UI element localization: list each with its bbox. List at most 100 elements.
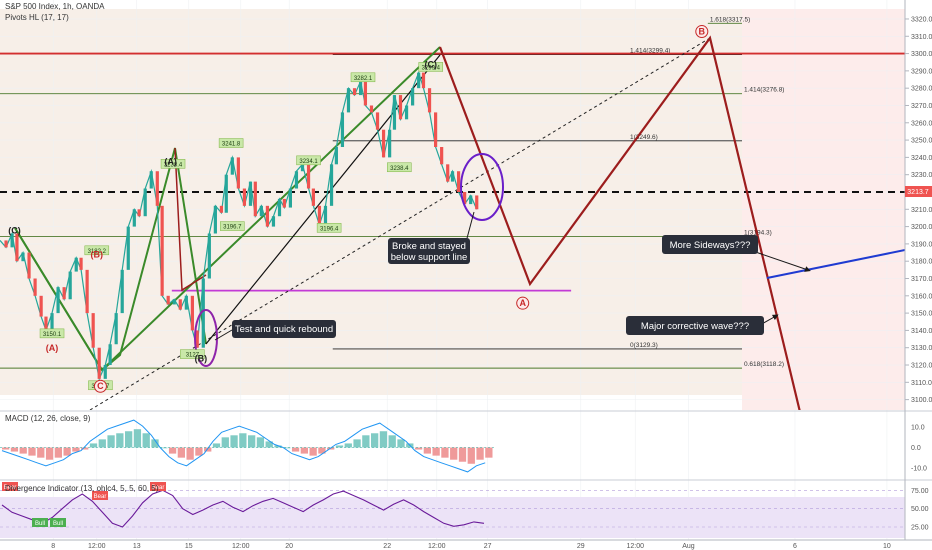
price-tick-label: 3280.0 (911, 86, 932, 93)
wave-labels: (C) (A) (B) C (A) (B) (C) A B (8, 25, 709, 393)
price-bar (288, 188, 292, 208)
divergence-line (1, 489, 485, 528)
callout-broke-support[interactable]: Broke and stayed below support line (388, 211, 475, 264)
pivot-box (350, 72, 376, 83)
price-bar (97, 347, 101, 379)
time-tick-label: 22 (383, 543, 391, 550)
callout-major-corrective[interactable]: Major corrective wave??? (626, 314, 779, 335)
price-bar (392, 95, 397, 130)
time-tick-label: 6 (793, 543, 797, 550)
callout-broke-support-line1: Broke and stayed (392, 241, 466, 252)
pivot-label: 3238.4 (164, 162, 183, 168)
price-bar (149, 171, 153, 189)
price-bar (178, 299, 182, 310)
time-tick-label: 12:00 (428, 543, 446, 550)
macd-histogram-bar (256, 437, 265, 448)
pivot-box (160, 159, 186, 169)
price-bar (21, 252, 25, 262)
macd-histogram-bar (195, 447, 203, 456)
pivot-box (316, 223, 342, 233)
price-bar (219, 205, 224, 213)
price-bar (446, 164, 450, 182)
price-bar (68, 271, 72, 300)
pivot-label: 3241.8 (222, 142, 241, 148)
horizontal-lines (0, 52, 905, 292)
macd-histogram-bar (221, 437, 229, 448)
macd-histogram-bar (54, 447, 62, 458)
pivot-box (387, 162, 412, 173)
fib-label: 0.618(3118.2) (744, 361, 784, 368)
pivot-label: 3299.4 (422, 65, 441, 71)
bear-label: Bear (94, 494, 107, 500)
macd-histogram-bar (335, 445, 344, 448)
time-tick-label: 13 (133, 543, 141, 550)
chart-title: S&P 500 Index, 1h, OANDA (5, 2, 105, 11)
time-tick-label: 29 (577, 543, 585, 550)
macd-histogram-bar (142, 433, 150, 448)
macd-histogram-bar (151, 439, 159, 448)
price-bar (265, 205, 270, 227)
projected-wave-path[interactable] (438, 35, 801, 412)
macd-histogram-bar (414, 447, 423, 450)
price-bar (259, 205, 263, 217)
price-bar (190, 295, 194, 331)
rising-support-dashed-line[interactable] (89, 37, 711, 410)
fib-label: 1.414(3276.8) (744, 87, 784, 94)
macd-tick-label: 10.0 (911, 425, 925, 432)
time-axis[interactable]: 8 12:00 13 15 12:00 20 22 12:00 27 29 12:00 Aug 6 10 (51, 543, 891, 550)
macd-histogram-bar (397, 439, 405, 448)
macd-histogram-bar (485, 447, 493, 458)
macd-histogram-bar (318, 447, 326, 454)
price-bar (311, 188, 315, 206)
macd-histogram-bar (467, 447, 475, 464)
price-bar (469, 195, 473, 205)
divergence-tick-label: 50.00 (911, 506, 929, 513)
macd-histogram-bar (362, 435, 370, 448)
price-bar (132, 209, 136, 227)
macd-histogram-bar (177, 447, 185, 458)
divergence-title: Divergence Indicator (13, ohlc4, 5, 5, 6… (5, 484, 159, 493)
macd-histogram-bar (204, 447, 212, 452)
wave-circle (695, 25, 709, 39)
indicator-title: Pivots HL (17, 17) (5, 13, 69, 22)
price-bar (224, 174, 228, 213)
macd-histogram-bar (309, 447, 317, 456)
pivot-label: 3196.7 (223, 225, 242, 231)
price-bar (253, 181, 257, 217)
test-rebound-ellipse (194, 309, 218, 367)
price-bar (317, 205, 322, 225)
macd-histogram-bar (432, 447, 440, 456)
green-channel-line[interactable] (101, 46, 441, 371)
callout-test-rebound[interactable]: Test and quick rebound (214, 320, 336, 341)
price-axis[interactable]: 3320.0 3310.0 3300.0 3290.0 3280.0 3270.0 3260… (905, 16, 932, 404)
time-tick-label: 10 (883, 543, 891, 550)
price-bar (114, 313, 118, 345)
pivot-label: 3150.1 (43, 332, 62, 338)
callout-more-sideways[interactable]: More Sideways??? (662, 235, 811, 272)
time-tick-label: 12:00 (88, 543, 106, 550)
time-tick-label: 12:00 (232, 543, 250, 550)
fib-label: 0(3129.3) (630, 342, 658, 349)
pivot-label: 3282.1 (354, 76, 373, 82)
macd-histogram-bar (248, 435, 256, 448)
macd-histogram-bar (107, 435, 115, 448)
price-bar (230, 157, 234, 175)
price-bar (340, 112, 345, 148)
price-bar (236, 157, 240, 189)
wave-b-drop-line[interactable] (174, 147, 207, 292)
macd-histogram-bar (230, 435, 238, 448)
price-bar (195, 330, 199, 348)
price-bar (475, 195, 479, 210)
price-tick-label: 3100.0 (911, 397, 932, 404)
macd-histogram-bar (353, 439, 361, 448)
wave-label: (B) (195, 354, 208, 364)
price-bar (56, 287, 60, 314)
sideways-projection-line[interactable] (766, 249, 905, 279)
price-bar (323, 205, 328, 225)
price-bar (306, 164, 311, 189)
price-tick-label: 3290.0 (911, 68, 932, 75)
macd-histogram-bar (186, 447, 194, 460)
price-bar (172, 299, 176, 305)
bear-label: Bear (152, 485, 165, 491)
